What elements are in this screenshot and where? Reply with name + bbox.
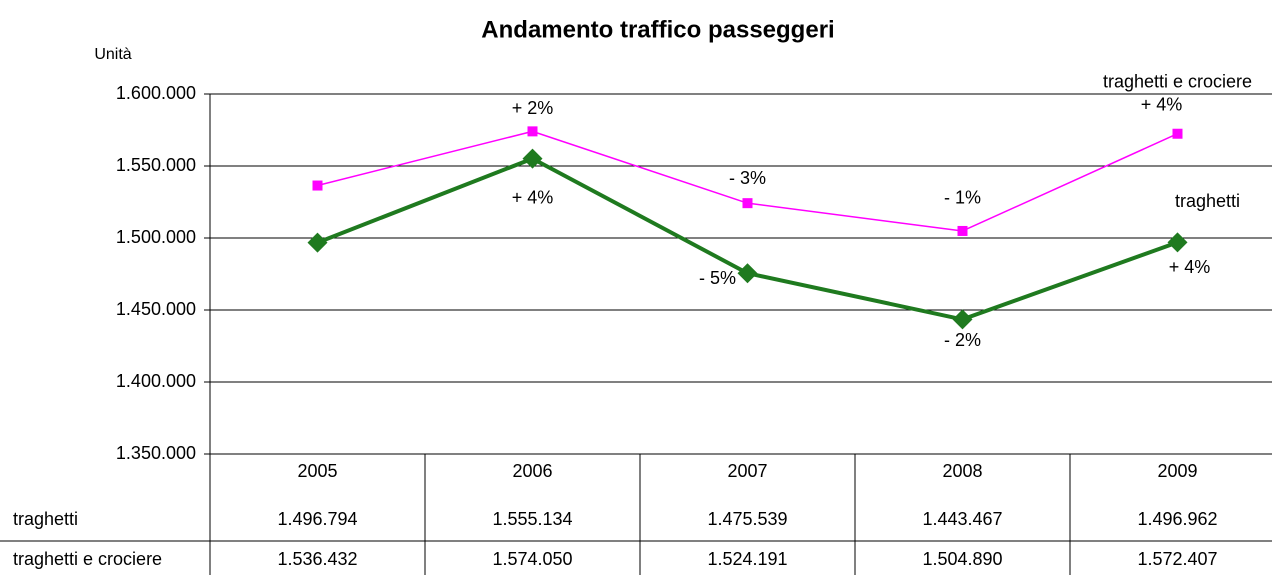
data-point [742,198,753,209]
table-cell: 1.574.050 [492,549,572,569]
annotation: + 2% [512,98,554,118]
annotation: - 3% [729,168,766,188]
data-point [312,180,323,191]
table-cell: 1.496.794 [277,509,357,529]
table-cell: 1.536.432 [277,549,357,569]
series-label: traghetti e crociere [1103,71,1252,91]
annotation: + 4% [1169,257,1211,277]
data-point [737,263,758,284]
data-point [1172,128,1183,139]
data-point [1167,232,1188,253]
y-tick-label: 1.400.000 [116,371,196,391]
annotation: + 4% [1141,94,1183,114]
table-cell: 1.443.467 [922,509,1002,529]
table-cell: 1.496.962 [1137,509,1217,529]
annotation: - 5% [699,268,736,288]
y-tick-label: 1.350.000 [116,443,196,463]
table-cell: 1.555.134 [492,509,572,529]
table-cell: 1.572.407 [1137,549,1217,569]
x-tick-label: 2008 [942,461,982,481]
annotation: - 1% [944,188,981,208]
data-point [957,225,968,236]
y-tick-label: 1.550.000 [116,155,196,175]
table-cell: 1.524.191 [707,549,787,569]
chart-title: Andamento traffico passeggeri [481,16,834,43]
data-point [952,309,973,330]
y-tick-label: 1.600.000 [116,83,196,103]
annotation: - 2% [944,330,981,350]
table-cell: 1.475.539 [707,509,787,529]
annotation: + 4% [512,187,554,207]
data-point [522,148,543,169]
y-axis-label: Unità [94,46,131,63]
x-tick-label: 2007 [727,461,767,481]
y-tick-label: 1.500.000 [116,227,196,247]
x-tick-label: 2009 [1157,461,1197,481]
series-label: traghetti [1175,191,1240,211]
x-tick-label: 2006 [512,461,552,481]
table-row-label: traghetti e crociere [13,549,162,569]
table-row-label: traghetti [13,509,78,529]
x-tick-label: 2005 [297,461,337,481]
data-point [527,126,538,137]
table-cell: 1.504.890 [922,549,1002,569]
y-tick-label: 1.450.000 [116,299,196,319]
data-point [307,232,328,253]
